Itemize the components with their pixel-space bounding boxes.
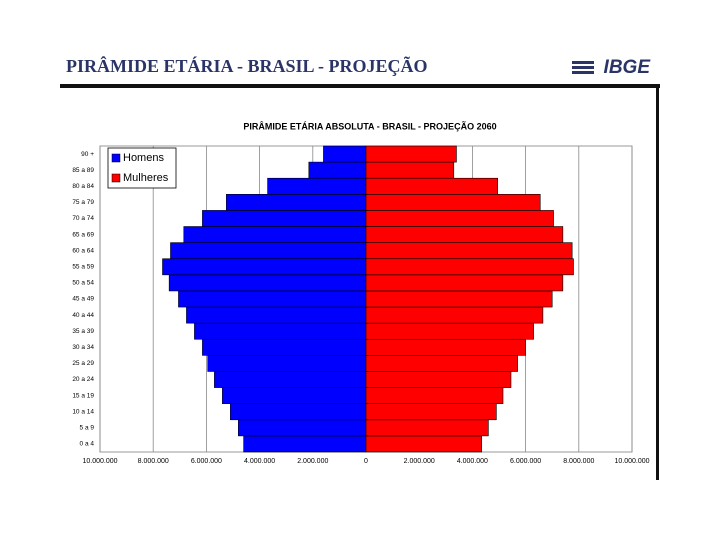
legend-swatch xyxy=(111,153,121,163)
logo-icon xyxy=(572,61,594,74)
bar xyxy=(207,355,367,372)
legend-label: Mulheres xyxy=(123,172,169,184)
bar xyxy=(365,194,541,211)
y-tick-label: 55 a 59 xyxy=(72,264,94,271)
bar xyxy=(323,145,367,163)
bar xyxy=(365,435,483,453)
bar xyxy=(194,322,367,340)
y-tick-label: 80 a 84 xyxy=(72,183,94,190)
y-tick-label: 45 a 49 xyxy=(72,296,94,303)
y-tick-label: 15 a 19 xyxy=(72,392,94,399)
x-tick-label: 0 xyxy=(364,458,368,465)
x-tick-label: 8.000.000 xyxy=(138,458,169,465)
x-tick-label: 8.000.000 xyxy=(563,458,594,465)
y-tick-label: 20 a 24 xyxy=(72,376,94,383)
y-tick-label: 40 a 44 xyxy=(72,312,94,319)
y-tick-label: 10 a 14 xyxy=(72,408,94,415)
bar xyxy=(186,306,367,324)
bar xyxy=(183,226,367,243)
bar xyxy=(365,338,526,356)
x-tick-label: 4.000.000 xyxy=(457,458,488,465)
y-tick-label: 60 a 64 xyxy=(72,247,94,254)
bar xyxy=(365,226,564,243)
slide-title: PIRÂMIDE ETÁRIA - BRASIL - PROJEÇÃO xyxy=(66,55,428,76)
bar xyxy=(202,210,367,227)
bar xyxy=(238,419,367,437)
bar xyxy=(365,355,518,372)
x-tick-label: 10.000.000 xyxy=(614,458,649,465)
bar xyxy=(365,242,573,260)
bar xyxy=(365,161,455,179)
bar xyxy=(178,290,367,308)
bar xyxy=(230,403,367,421)
legend-label: Homens xyxy=(123,152,164,164)
y-tick-label: 75 a 79 xyxy=(72,199,94,206)
chart-title: PIRÂMIDE ETÁRIA ABSOLUTA - BRASIL - PROJ… xyxy=(243,120,496,131)
bar xyxy=(365,258,574,276)
y-tick-label: 50 a 54 xyxy=(72,280,94,287)
side-rule xyxy=(656,84,659,480)
x-tick-label: 2.000.000 xyxy=(297,458,328,465)
bar xyxy=(226,194,367,211)
bar xyxy=(365,371,512,388)
bar xyxy=(267,177,367,195)
bar xyxy=(202,338,367,356)
bar xyxy=(365,210,554,227)
bar xyxy=(365,290,553,308)
bar xyxy=(162,258,367,276)
y-tick-label: 0 a 4 xyxy=(80,441,95,448)
header-rule xyxy=(60,84,660,88)
bar xyxy=(365,274,564,292)
bar xyxy=(365,306,544,324)
bar xyxy=(365,322,534,340)
x-tick-label: 6.000.000 xyxy=(191,458,222,465)
y-tick-label: 30 a 34 xyxy=(72,344,94,351)
bar xyxy=(365,145,457,163)
x-tick-label: 4.000.000 xyxy=(244,458,275,465)
bar xyxy=(365,403,497,421)
legend-swatch xyxy=(111,173,121,183)
bar xyxy=(365,177,498,195)
y-tick-label: 5 a 9 xyxy=(80,425,95,432)
x-tick-label: 6.000.000 xyxy=(510,458,541,465)
y-tick-label: 25 a 29 xyxy=(72,360,94,367)
y-tick-label: 65 a 69 xyxy=(72,231,94,238)
y-tick-label: 70 a 74 xyxy=(72,215,94,222)
bar xyxy=(170,242,367,260)
bar xyxy=(168,274,367,292)
y-tick-label: 85 a 89 xyxy=(72,167,94,174)
y-tick-label: 35 a 39 xyxy=(72,328,94,335)
bar xyxy=(365,387,504,404)
x-tick-label: 10.000.000 xyxy=(82,458,117,465)
logo: IBGE xyxy=(604,57,652,78)
x-tick-label: 2.000.000 xyxy=(404,458,435,465)
bar xyxy=(308,161,367,179)
y-tick-label: 90 + xyxy=(81,151,94,158)
bar xyxy=(222,387,367,404)
bar xyxy=(365,419,489,437)
bar xyxy=(243,435,367,453)
bar xyxy=(214,371,367,388)
